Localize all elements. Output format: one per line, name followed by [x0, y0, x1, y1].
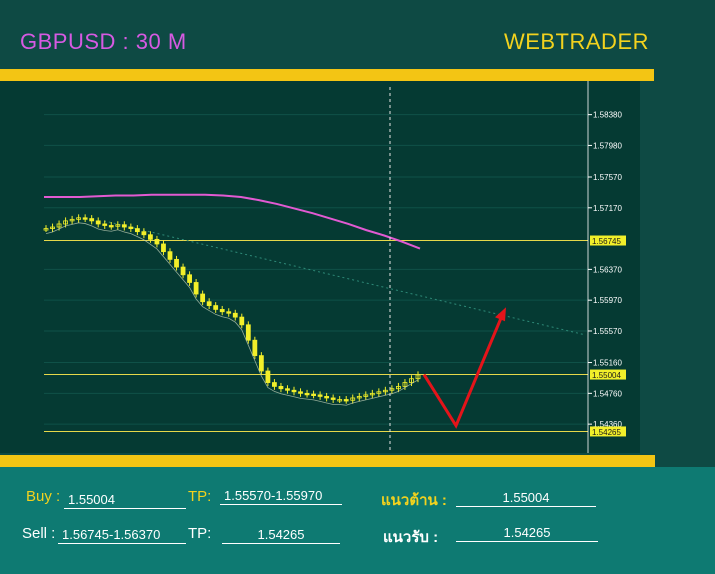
- price-level-label: 1.54265: [592, 428, 621, 437]
- candle-body: [337, 399, 343, 402]
- candle-body: [278, 386, 284, 390]
- sell-value: 1.56745-1.56370: [58, 527, 186, 544]
- candle-body: [102, 223, 108, 226]
- candle-body: [343, 399, 349, 402]
- candle-body: [304, 392, 310, 396]
- chart-svg: 1.58380 1.57980 1.57570 1.57170 1.56370 1.559…: [43, 81, 626, 453]
- support-value: 1.54265: [456, 525, 598, 542]
- candle-body: [206, 301, 212, 306]
- candle-body: [324, 396, 330, 399]
- y-tick-label: 1.58380: [593, 111, 622, 120]
- candle-body: [415, 374, 421, 380]
- sell-tp-value: 1.54265: [222, 527, 340, 544]
- projection-arrow-head: [495, 307, 506, 322]
- candle-body: [121, 224, 127, 228]
- candle-body: [134, 228, 140, 233]
- candle-body: [154, 238, 160, 245]
- buy-label: Buy :: [26, 488, 61, 505]
- sell-tp-label: TP:: [188, 525, 212, 542]
- header: GBPUSD : 30 M WEBTRADER: [0, 0, 715, 70]
- top-accent-bar: [0, 69, 654, 81]
- moving-average-line: [44, 193, 421, 250]
- candle-body: [69, 218, 75, 222]
- candle-body: [200, 293, 206, 303]
- bottom-accent-bar: [0, 455, 655, 467]
- candle-body: [187, 274, 192, 283]
- candle-body: [232, 312, 238, 318]
- candle-body: [56, 223, 62, 228]
- candle-body: [298, 391, 303, 394]
- sell-label: Sell :: [22, 525, 56, 542]
- candle-body: [148, 234, 153, 240]
- y-tick-label: 1.55970: [593, 296, 622, 305]
- candle-body: [128, 226, 134, 229]
- y-tick-label: 1.56370: [593, 265, 622, 274]
- candle-body: [95, 220, 101, 225]
- candle-body: [369, 392, 375, 396]
- price-level-badge: [590, 426, 626, 437]
- y-tick-label: 1.55570: [593, 327, 622, 336]
- candle-body: [265, 370, 271, 383]
- buy-tp-label: TP:: [188, 488, 212, 505]
- candle-body: [245, 324, 251, 341]
- candle-body: [115, 224, 121, 227]
- buy-tp-value: 1.55570-1.55970: [220, 488, 342, 505]
- candle-body: [76, 217, 82, 220]
- brand-title: WEBTRADER: [503, 29, 649, 54]
- support-label: แนวรับ :: [383, 529, 439, 546]
- candle-body: [258, 355, 264, 372]
- candle-body: [50, 226, 55, 229]
- trade-panel: Buy : 1.55004 TP: 1.55570-1.55970 แนวต้า…: [0, 467, 715, 574]
- signal-line: [45, 222, 419, 406]
- candle-body: [252, 339, 258, 357]
- candle-body: [356, 396, 362, 399]
- candle-body: [226, 311, 232, 314]
- candle-body: [409, 378, 414, 383]
- candle-body: [272, 382, 277, 387]
- candle-body: [317, 394, 323, 397]
- candle-body: [382, 389, 388, 393]
- projection-arrow-line: [422, 312, 505, 429]
- candle-body: [82, 217, 88, 220]
- candle-body: [161, 243, 166, 253]
- price-level-badge: [590, 369, 626, 380]
- candle-body: [402, 382, 408, 387]
- candle-body: [396, 386, 401, 390]
- y-tick-label: 1.55160: [593, 359, 622, 368]
- candle-body: [285, 388, 290, 391]
- candle-body: [89, 218, 95, 222]
- candle-body: [376, 391, 382, 394]
- candle-body: [363, 394, 369, 397]
- candle-body: [291, 389, 297, 393]
- price-chart[interactable]: 1.58380 1.57980 1.57570 1.57170 1.56370 1.559…: [0, 81, 640, 453]
- y-tick-label: 1.54760: [593, 389, 622, 398]
- candle-body: [350, 397, 356, 401]
- y-tick-label: 1.57570: [593, 173, 622, 182]
- resistance-value: 1.55004: [456, 490, 596, 507]
- candle-body: [108, 225, 114, 228]
- candle-body: [180, 266, 186, 276]
- candle-body: [174, 258, 179, 268]
- candle-body: [239, 316, 245, 326]
- resistance-label: แนวต้าน :: [381, 492, 447, 509]
- buy-value: 1.55004: [64, 492, 186, 509]
- y-tick-label: 1.54360: [593, 420, 622, 429]
- candle-body: [219, 309, 225, 313]
- trendline: [103, 220, 586, 336]
- candle-body: [311, 393, 316, 397]
- candle-body: [193, 282, 199, 295]
- candle-body: [330, 397, 336, 400]
- price-level-label: 1.55004: [592, 371, 621, 380]
- y-tick-label: 1.57170: [593, 204, 622, 213]
- symbol-title: GBPUSD : 30 M: [20, 29, 187, 54]
- candle-body: [167, 251, 173, 260]
- price-level-badge: [590, 235, 626, 246]
- y-tick-label: 1.57980: [593, 141, 622, 150]
- candle-body: [63, 220, 68, 225]
- price-level-label: 1.56745: [592, 237, 621, 246]
- candle-body: [141, 231, 147, 236]
- candle-body: [43, 228, 49, 231]
- candle-body: [213, 305, 219, 310]
